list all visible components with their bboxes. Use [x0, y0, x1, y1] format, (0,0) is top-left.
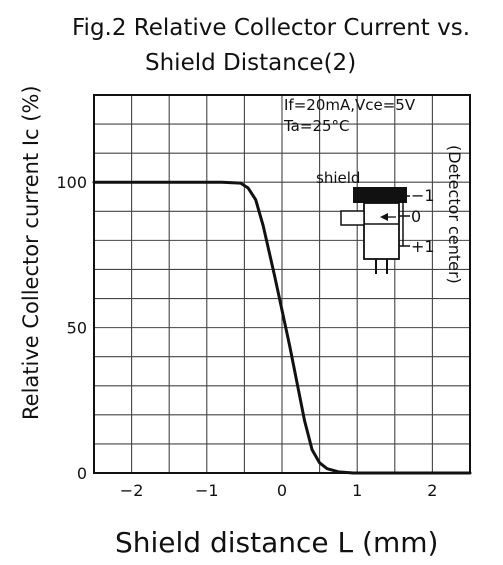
detector-body	[363, 202, 400, 260]
y-tick-label: 0	[77, 464, 87, 483]
grid-layer	[93, 94, 471, 474]
chart-title-line-1: Fig.2 Relative Collector Current vs.	[72, 15, 470, 41]
y-axis-label: Relative Collector current Ic (%)	[19, 85, 43, 420]
shield-position-inset: shield −1 0 +1	[316, 169, 435, 274]
x-tick-label: 2	[427, 481, 437, 500]
series-line	[92, 180, 472, 475]
annotation-layer: If=20mA,Vce=5V Ta=25°C (Detector center)…	[283, 96, 464, 284]
y-tick-label: 100	[56, 173, 87, 192]
detector-center-label: (Detector center)	[445, 145, 464, 284]
inset-mark-plus1: +1	[411, 237, 435, 256]
x-tick-label: −2	[120, 481, 144, 500]
chart-title-line-2: Shield Distance(2)	[145, 50, 356, 76]
plot-frame	[93, 94, 471, 474]
x-tick-label: 1	[352, 481, 362, 500]
x-tick-label: 0	[277, 481, 287, 500]
condition-label-ta: Ta=25°C	[283, 117, 350, 135]
x-axis-label: Shield distance L (mm)	[115, 526, 438, 559]
inset-mark-minus1: −1	[411, 186, 435, 205]
shield-label: shield	[316, 169, 360, 187]
inset-mark-zero: 0	[411, 207, 421, 226]
shield-arrow-head	[380, 213, 388, 221]
chart-title-group: Fig.2 Relative Collector Current vs. Shi…	[72, 15, 470, 76]
axis-layer	[93, 94, 471, 474]
y-tick-label: 50	[67, 319, 87, 338]
series-layer	[92, 180, 472, 475]
condition-label-if-vce: If=20mA,Vce=5V	[284, 96, 416, 114]
detector-window	[340, 210, 365, 226]
x-tick-label: −1	[195, 481, 219, 500]
axis-label-layer: Relative Collector current Ic (%) Shield…	[19, 85, 438, 559]
tick-layer: −2 −1 0 1 2 0 50 100	[56, 173, 437, 500]
shield-block	[353, 187, 407, 203]
